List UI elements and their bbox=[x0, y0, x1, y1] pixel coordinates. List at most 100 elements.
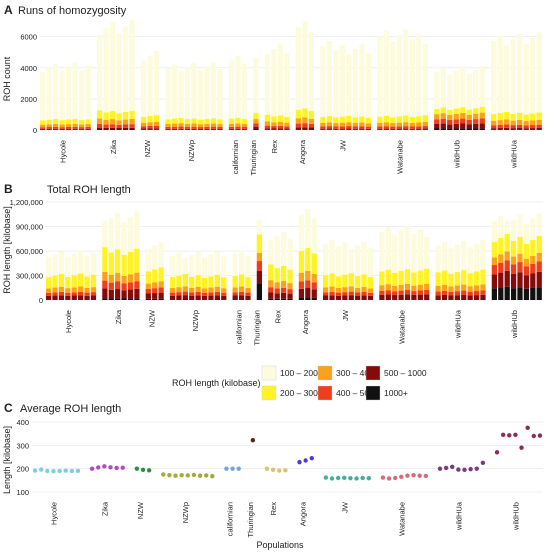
x-tick-label: Watanabe bbox=[396, 140, 405, 174]
bar-segment bbox=[264, 121, 271, 126]
bar-segment bbox=[40, 120, 46, 125]
bar-segment bbox=[147, 55, 153, 116]
bar-segment bbox=[396, 116, 402, 123]
bar-segment bbox=[122, 26, 129, 112]
bar-segment bbox=[510, 273, 517, 289]
bar-segment bbox=[523, 128, 529, 130]
bar-segment bbox=[323, 287, 329, 293]
bar-segment bbox=[152, 288, 158, 294]
bar-segment bbox=[361, 241, 367, 275]
bar-segment bbox=[352, 122, 359, 127]
data-point bbox=[102, 464, 107, 469]
bar-segment bbox=[504, 220, 510, 234]
bar-segment bbox=[298, 272, 305, 282]
bar-segment bbox=[422, 126, 428, 129]
bar-segment bbox=[268, 280, 274, 288]
bar-segment bbox=[253, 112, 259, 120]
bar-segment bbox=[78, 69, 85, 121]
bar-segment bbox=[510, 219, 517, 241]
bar-segment bbox=[214, 291, 220, 296]
bar-segment bbox=[171, 128, 178, 130]
bar-segment bbox=[333, 50, 339, 118]
bar-segment bbox=[473, 243, 480, 272]
bar-segment bbox=[169, 292, 176, 296]
bar-segment bbox=[221, 256, 227, 278]
bar-segment bbox=[383, 115, 389, 123]
bar-segment bbox=[335, 295, 342, 300]
bar-segment bbox=[536, 32, 542, 113]
bar-segment bbox=[398, 271, 404, 285]
bar-segment bbox=[498, 287, 504, 300]
bar-segment bbox=[461, 294, 467, 300]
bar-segment bbox=[232, 287, 238, 293]
data-point bbox=[210, 473, 215, 479]
bar-segment bbox=[284, 116, 290, 123]
bar-segment bbox=[145, 298, 151, 300]
x-tick-label: wildHUb bbox=[453, 140, 462, 169]
bar-segment bbox=[46, 127, 52, 129]
bar-segment bbox=[241, 128, 248, 130]
bar-segment bbox=[498, 262, 504, 273]
bar-segment bbox=[280, 298, 287, 300]
bar-segment bbox=[536, 119, 542, 125]
bar-segment bbox=[158, 298, 164, 300]
bar-segment bbox=[256, 270, 263, 284]
bar-segment bbox=[169, 295, 176, 300]
bar-segment bbox=[268, 239, 274, 265]
bar-segment bbox=[176, 292, 182, 296]
bar-segment bbox=[46, 277, 52, 289]
bar-segment bbox=[392, 285, 398, 292]
bar-segment bbox=[326, 126, 333, 129]
data-point bbox=[224, 466, 229, 471]
bar-segment bbox=[189, 295, 195, 300]
bar-segment bbox=[46, 288, 52, 293]
bar-segment bbox=[491, 221, 498, 242]
bar-segment bbox=[311, 218, 317, 254]
panel-b-ylabel: ROH length [kilobase] bbox=[2, 206, 12, 294]
bar-segment bbox=[326, 128, 333, 130]
bar-segment bbox=[197, 128, 204, 130]
bar-segment bbox=[134, 298, 140, 300]
bar-segment bbox=[228, 128, 235, 130]
bar-segment bbox=[197, 127, 204, 129]
data-point bbox=[161, 472, 166, 477]
x-tick-label: NZW bbox=[136, 501, 145, 519]
legend-swatch bbox=[261, 385, 277, 401]
bar-segment bbox=[311, 297, 317, 300]
data-point bbox=[51, 469, 56, 474]
bar-segment bbox=[383, 128, 389, 130]
bar-segment bbox=[466, 128, 472, 130]
bar-segment bbox=[491, 114, 497, 121]
bar-segment bbox=[480, 269, 486, 285]
bar-segment bbox=[491, 120, 497, 126]
bar-segment bbox=[274, 268, 280, 283]
bar-segment bbox=[274, 282, 280, 289]
bar-segment bbox=[346, 115, 352, 123]
panel-c-letter: C bbox=[4, 401, 13, 415]
bar-segment bbox=[359, 126, 365, 129]
legend-title: ROH length (kilobase) bbox=[172, 378, 261, 388]
x-tick-label: NZW bbox=[143, 139, 152, 157]
legend-label: 1000+ bbox=[384, 388, 408, 398]
bar-segment bbox=[232, 292, 238, 296]
x-tick-label: NZWp bbox=[187, 140, 196, 161]
bar-segment bbox=[84, 276, 90, 288]
bar-segment bbox=[510, 264, 517, 274]
bar-segment bbox=[424, 294, 430, 300]
bar-segment bbox=[504, 260, 510, 271]
y-tick-label: 100 bbox=[16, 488, 29, 497]
bar-segment bbox=[201, 299, 208, 300]
bar-segment bbox=[404, 225, 411, 270]
bar-segment bbox=[221, 299, 227, 300]
bar-segment bbox=[284, 126, 290, 129]
bar-segment bbox=[59, 70, 65, 121]
bar-segment bbox=[221, 277, 227, 289]
y-tick-label: 300 bbox=[16, 441, 29, 450]
bar-segment bbox=[40, 71, 46, 121]
bar-segment bbox=[121, 298, 127, 300]
bar-segment bbox=[491, 257, 498, 266]
bar-segment bbox=[65, 295, 71, 300]
x-tick-label: wildHUa bbox=[509, 139, 518, 169]
x-tick-label: wildHUb bbox=[510, 310, 519, 339]
bar-segment bbox=[71, 275, 77, 288]
